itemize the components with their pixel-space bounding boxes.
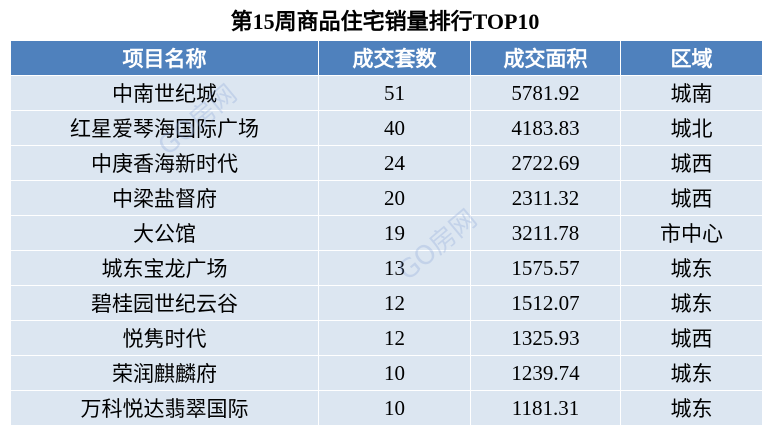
table-row: 荣润麒麟府 10 1239.74 城东 <box>10 355 763 391</box>
header-cell: 成交面积 <box>470 40 621 76</box>
table-cell: 2311.32 <box>470 180 621 216</box>
table-cell: 24 <box>318 145 471 181</box>
table-row: 红星爱琴海国际广场 40 4183.83 城北 <box>10 110 763 146</box>
table-row: 中庚香海新时代 24 2722.69 城西 <box>10 145 763 181</box>
table-cell: 4183.83 <box>470 110 621 146</box>
header-cell: 项目名称 <box>10 40 319 76</box>
table-cell: 碧桂园世纪云谷 <box>10 285 319 321</box>
table-cell: 中南世纪城 <box>10 75 319 111</box>
table-cell: 2722.69 <box>470 145 621 181</box>
table-cell: 1181.31 <box>470 390 621 426</box>
ranking-table: 项目名称 成交套数 成交面积 区域 中南世纪城 51 5781.92 城南 红星爱琴海国际广场… <box>10 40 763 426</box>
table-cell: 40 <box>318 110 471 146</box>
table-cell: 3211.78 <box>470 215 621 251</box>
table-cell: 中梁盐督府 <box>10 180 319 216</box>
table-cell: 城西 <box>620 320 763 356</box>
table-cell: 10 <box>318 390 471 426</box>
table-cell: 城东宝龙广场 <box>10 250 319 286</box>
table-row: 中梁盐督府 20 2311.32 城西 <box>10 180 763 216</box>
title: 第15周商品住宅销量排行TOP10 <box>230 9 540 34</box>
table-row: 悦隽时代 12 1325.93 城西 <box>10 320 763 356</box>
table-row: 大公馆 19 3211.78 市中心 <box>10 215 763 251</box>
table-cell: 荣润麒麟府 <box>10 355 319 391</box>
table-row: 碧桂园世纪云谷 12 1512.07 城东 <box>10 285 763 321</box>
header-row: 项目名称 成交套数 成交面积 区域 <box>10 40 763 76</box>
table-cell: 悦隽时代 <box>10 320 319 356</box>
table-cell: 1575.57 <box>470 250 621 286</box>
table-cell: 城东 <box>620 355 763 391</box>
table-cell: 市中心 <box>620 215 763 251</box>
table-row: 中南世纪城 51 5781.92 城南 <box>10 75 763 111</box>
table-cell: 城西 <box>620 145 763 181</box>
table-body: 中南世纪城 51 5781.92 城南 红星爱琴海国际广场 40 4183.83 城北 中庚香海… <box>10 75 763 426</box>
table-cell: 城东 <box>620 250 763 286</box>
table-row: 万科悦达翡翠国际 10 1181.31 城东 <box>10 390 763 426</box>
table-cell: 20 <box>318 180 471 216</box>
table-cell: 中庚香海新时代 <box>10 145 319 181</box>
table-cell: 12 <box>318 285 471 321</box>
table-cell: 城东 <box>620 285 763 321</box>
header-cell: 区域 <box>620 40 763 76</box>
table-cell: 城南 <box>620 75 763 111</box>
table-cell: 1325.93 <box>470 320 621 356</box>
table-cell: 5781.92 <box>470 75 621 111</box>
table-cell: 12 <box>318 320 471 356</box>
table-cell: 1239.74 <box>470 355 621 391</box>
table-cell: 万科悦达翡翠国际 <box>10 390 319 426</box>
table-row: 城东宝龙广场 13 1575.57 城东 <box>10 250 763 286</box>
table-cell: 13 <box>318 250 471 286</box>
table-cell: 10 <box>318 355 471 391</box>
table-cell: 城东 <box>620 390 763 426</box>
table-cell: 城西 <box>620 180 763 216</box>
header-cell: 成交套数 <box>318 40 471 76</box>
table-cell: 19 <box>318 215 471 251</box>
table-cell: 大公馆 <box>10 215 319 251</box>
table-cell: 红星爱琴海国际广场 <box>10 110 319 146</box>
table-cell: 1512.07 <box>470 285 621 321</box>
table-cell: 51 <box>318 75 471 111</box>
table-cell: 城北 <box>620 110 763 146</box>
